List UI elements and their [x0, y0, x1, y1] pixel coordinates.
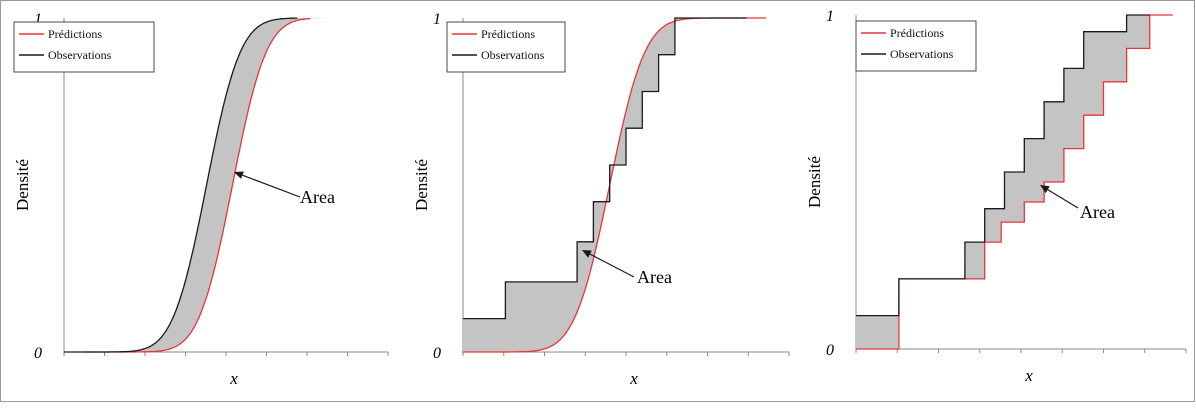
legend-label-observations: Observations: [481, 48, 545, 62]
legend-box: [446, 21, 566, 73]
legend-box: [13, 21, 155, 73]
x-ticks: [63, 352, 389, 356]
panel-1: 0 1 Densité x Prédictions Observations A…: [0, 0, 400, 403]
x-axis-label: x: [229, 369, 238, 388]
y-tick-label-1: 1: [34, 11, 42, 28]
legend-label-predictions: Prédictions: [48, 27, 102, 41]
panel-2: 0 1 Densité x Prédictions Observations A…: [397, 0, 797, 403]
annotation-label: Area: [1080, 202, 1115, 222]
annotation: Area: [234, 171, 335, 207]
legend-box: [855, 20, 977, 72]
legend-label-observations: Observations: [890, 47, 954, 61]
annotation-arrow: [242, 174, 301, 198]
chart-1-svg: 0 1 Densité x Prédictions Observations A…: [13, 11, 389, 388]
y-tick-label-0: 0: [433, 345, 441, 362]
x-ticks: [855, 349, 1187, 353]
x-ticks: [462, 352, 790, 356]
annotation-label: Area: [637, 267, 672, 287]
series-predictions-line: [856, 14, 1173, 350]
x-axis-label: x: [1024, 366, 1033, 385]
annotation-label: Area: [300, 187, 335, 207]
x-axis-label: x: [629, 369, 638, 388]
legend-label-predictions: Prédictions: [481, 27, 535, 41]
y-axis-label: Densité: [13, 159, 32, 211]
annotation: Area: [582, 250, 672, 287]
y-tick-label-0: 0: [34, 345, 42, 362]
series-observations-line: [64, 17, 298, 353]
series-observations-line: [856, 14, 1150, 317]
y-tick-label-1: 1: [433, 11, 441, 28]
panel-3: 0 1 Densité x Prédictions Observations A…: [794, 0, 1194, 403]
y-tick-label-1: 1: [826, 8, 834, 25]
annotation: Area: [1040, 185, 1115, 222]
legend-label-predictions: Prédictions: [890, 26, 944, 40]
annotation-arrow: [1047, 189, 1079, 209]
y-axis-label: Densité: [805, 156, 824, 208]
annotation-arrowhead: [1040, 185, 1050, 194]
y-axis-label: Densité: [412, 159, 431, 211]
chart-2-svg: 0 1 Densité x Prédictions Observations A…: [412, 11, 790, 388]
legend: Prédictions Observations: [855, 20, 977, 72]
area-fill: [64, 18, 388, 352]
annotation-arrowhead: [582, 250, 592, 258]
annotation-arrowhead: [234, 171, 244, 179]
annotation-arrow: [589, 253, 635, 278]
chart-3-svg: 0 1 Densité x Prédictions Observations A…: [805, 8, 1187, 385]
legend: Prédictions Observations: [13, 21, 155, 73]
y-tick-label-0: 0: [826, 342, 834, 359]
series-observations-line: [463, 17, 747, 320]
legend-label-observations: Observations: [48, 48, 112, 62]
area-fill: [856, 15, 1186, 349]
legend: Prédictions Observations: [446, 21, 566, 73]
